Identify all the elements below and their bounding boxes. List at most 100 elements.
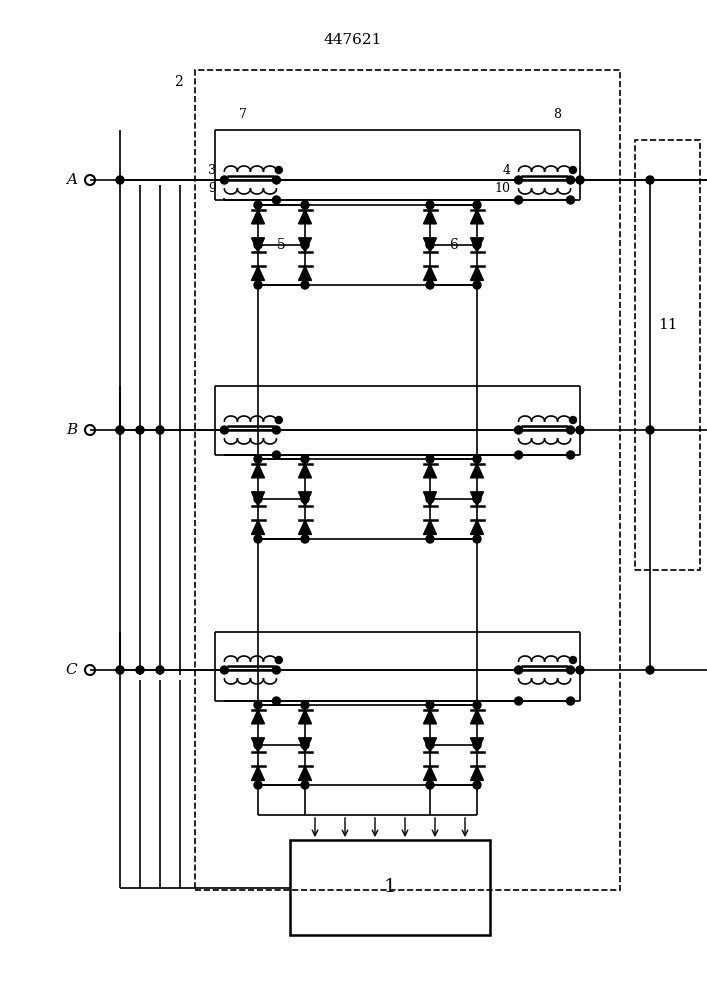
Circle shape (473, 535, 481, 543)
Circle shape (254, 455, 262, 463)
Polygon shape (470, 266, 484, 280)
Polygon shape (252, 738, 264, 752)
Circle shape (426, 281, 434, 289)
Circle shape (156, 666, 164, 674)
Circle shape (272, 176, 281, 184)
Polygon shape (470, 464, 484, 478)
Polygon shape (470, 766, 484, 780)
Polygon shape (252, 266, 264, 280)
Polygon shape (423, 766, 436, 780)
Text: 7: 7 (239, 108, 247, 121)
Polygon shape (470, 738, 484, 752)
Polygon shape (298, 766, 312, 780)
Bar (290, 840, 490, 935)
Text: C: C (65, 663, 77, 677)
Text: 9: 9 (209, 182, 216, 196)
Circle shape (576, 426, 584, 434)
Circle shape (646, 666, 654, 674)
Polygon shape (470, 210, 484, 224)
Circle shape (301, 741, 309, 749)
Circle shape (275, 656, 282, 664)
Circle shape (566, 196, 575, 204)
Polygon shape (423, 238, 436, 252)
Polygon shape (470, 238, 484, 252)
Circle shape (566, 176, 575, 184)
Circle shape (301, 241, 309, 249)
Text: 6: 6 (449, 238, 458, 252)
Polygon shape (423, 464, 436, 478)
Circle shape (301, 535, 309, 543)
Polygon shape (252, 238, 264, 252)
Circle shape (136, 426, 144, 434)
Circle shape (473, 741, 481, 749)
Polygon shape (423, 266, 436, 280)
Text: 4: 4 (503, 164, 510, 178)
Polygon shape (470, 520, 484, 534)
Circle shape (116, 426, 124, 434)
Circle shape (473, 201, 481, 209)
Circle shape (221, 426, 228, 434)
Circle shape (576, 176, 584, 184)
Circle shape (566, 451, 575, 459)
Circle shape (566, 697, 575, 705)
Circle shape (473, 281, 481, 289)
Circle shape (426, 241, 434, 249)
Text: 447621: 447621 (324, 33, 382, 47)
Circle shape (275, 166, 282, 174)
Text: 5: 5 (277, 238, 286, 252)
Text: B: B (66, 423, 77, 437)
Polygon shape (298, 210, 312, 224)
Circle shape (426, 535, 434, 543)
Circle shape (254, 241, 262, 249)
Polygon shape (470, 710, 484, 724)
Circle shape (272, 451, 281, 459)
Circle shape (473, 701, 481, 709)
Circle shape (426, 455, 434, 463)
Circle shape (301, 781, 309, 789)
Polygon shape (298, 238, 312, 252)
Bar (635, 140, 700, 570)
Circle shape (116, 666, 124, 674)
Bar (195, 70, 620, 890)
Circle shape (473, 781, 481, 789)
Circle shape (116, 176, 124, 184)
Text: 8: 8 (554, 108, 561, 121)
Polygon shape (298, 710, 312, 724)
Circle shape (301, 455, 309, 463)
Circle shape (426, 781, 434, 789)
Circle shape (156, 426, 164, 434)
Circle shape (272, 196, 281, 204)
Circle shape (136, 666, 144, 674)
Circle shape (254, 701, 262, 709)
Polygon shape (423, 520, 436, 534)
Circle shape (301, 201, 309, 209)
Circle shape (221, 176, 228, 184)
Circle shape (473, 241, 481, 249)
Circle shape (254, 535, 262, 543)
Circle shape (515, 196, 522, 204)
Polygon shape (298, 520, 312, 534)
Text: A: A (66, 173, 77, 187)
Circle shape (515, 666, 522, 674)
Circle shape (426, 741, 434, 749)
Polygon shape (252, 492, 264, 506)
Polygon shape (252, 210, 264, 224)
Circle shape (576, 666, 584, 674)
Text: 10: 10 (495, 182, 510, 196)
Circle shape (426, 701, 434, 709)
Polygon shape (252, 766, 264, 780)
Circle shape (646, 426, 654, 434)
Text: 3: 3 (209, 164, 216, 178)
Polygon shape (423, 210, 436, 224)
Circle shape (426, 201, 434, 209)
Circle shape (646, 176, 654, 184)
Circle shape (566, 426, 575, 434)
Text: 1: 1 (384, 879, 396, 896)
Polygon shape (252, 710, 264, 724)
Circle shape (272, 426, 281, 434)
Circle shape (254, 741, 262, 749)
Circle shape (254, 281, 262, 289)
Circle shape (272, 666, 281, 674)
Circle shape (515, 176, 522, 184)
Polygon shape (423, 710, 436, 724)
